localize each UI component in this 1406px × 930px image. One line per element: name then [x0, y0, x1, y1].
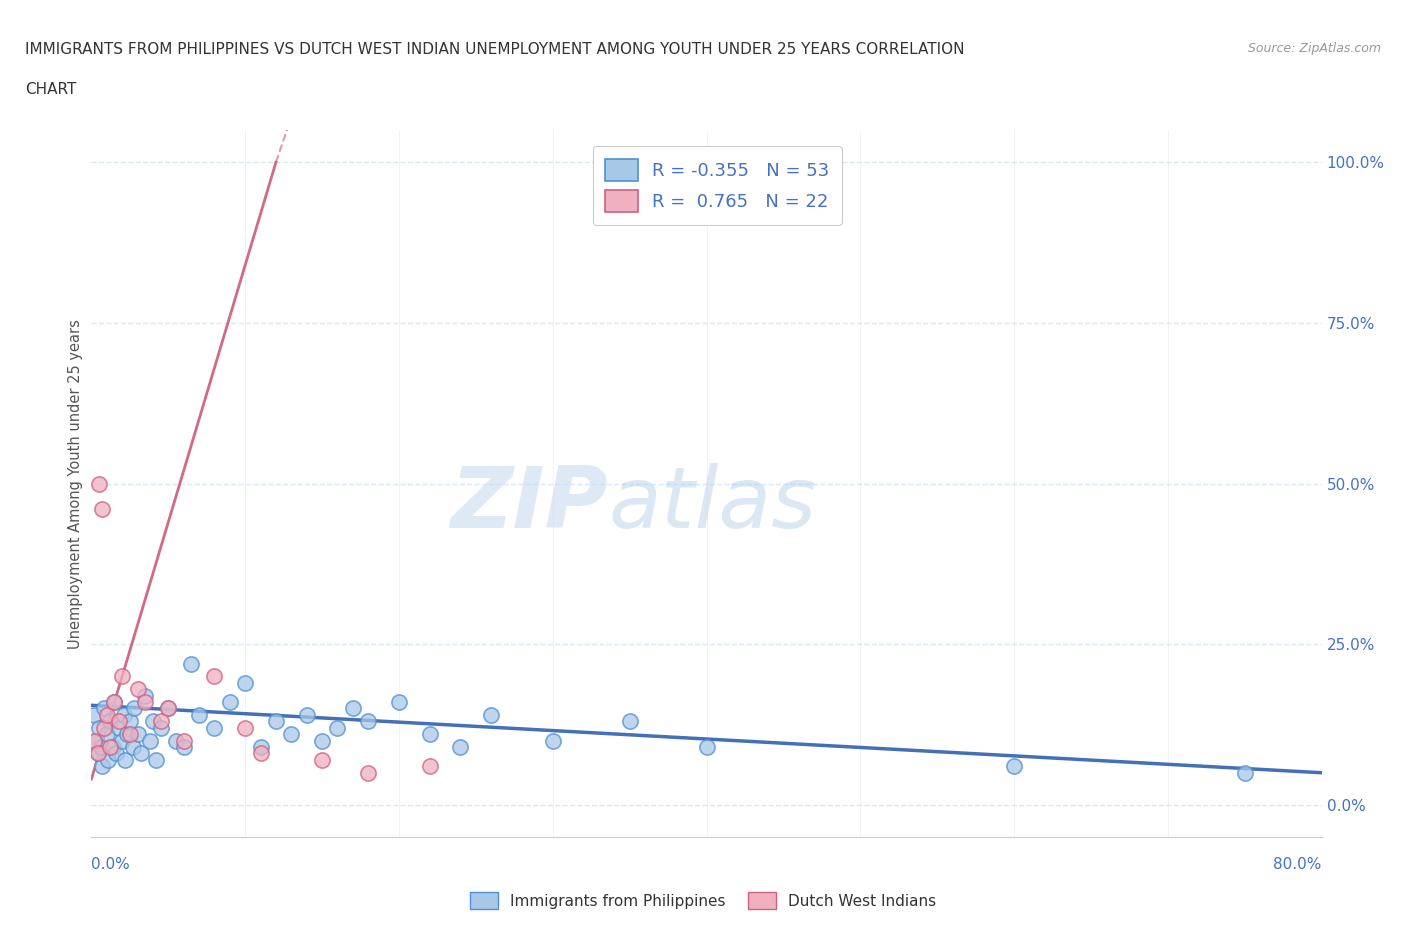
Legend: R = -0.355   N = 53, R =  0.765   N = 22: R = -0.355 N = 53, R = 0.765 N = 22: [592, 146, 842, 225]
Point: [86, 746, 108, 761]
Point: [142, 714, 165, 729]
Point: [357, 765, 380, 780]
Point: [149, 721, 172, 736]
Point: [90, 739, 112, 754]
Text: atlas: atlas: [607, 463, 815, 546]
Point: [87, 721, 110, 736]
Point: [98, 714, 121, 729]
Point: [105, 746, 127, 761]
Point: [388, 695, 411, 710]
Point: [93, 701, 115, 716]
Point: [1233, 765, 1256, 780]
Point: [112, 708, 135, 723]
Text: Source: ZipAtlas.com: Source: ZipAtlas.com: [1247, 42, 1381, 55]
Point: [101, 739, 124, 754]
Point: [108, 714, 131, 729]
Point: [118, 726, 141, 741]
Point: [149, 714, 172, 729]
Point: [91, 759, 114, 774]
Point: [202, 669, 225, 684]
Text: IMMIGRANTS FROM PHILIPPINES VS DUTCH WEST INDIAN UNEMPLOYMENT AMONG YOUTH UNDER : IMMIGRANTS FROM PHILIPPINES VS DUTCH WES…: [25, 42, 965, 57]
Point: [114, 752, 136, 767]
Point: [165, 733, 187, 748]
Point: [127, 726, 149, 741]
Point: [83, 733, 105, 748]
Point: [695, 739, 717, 754]
Point: [419, 759, 441, 774]
Text: ZIP: ZIP: [450, 463, 607, 546]
Point: [311, 752, 333, 767]
Point: [86, 746, 108, 761]
Point: [1002, 759, 1025, 774]
Point: [173, 739, 195, 754]
Point: [157, 701, 180, 716]
Point: [91, 502, 114, 517]
Point: [157, 701, 180, 716]
Text: 80.0%: 80.0%: [1274, 857, 1322, 871]
Point: [108, 721, 131, 736]
Point: [134, 695, 156, 710]
Point: [342, 701, 364, 716]
Point: [280, 726, 302, 741]
Point: [122, 739, 145, 754]
Point: [145, 752, 167, 767]
Point: [87, 476, 110, 491]
Point: [111, 669, 134, 684]
Point: [311, 733, 333, 748]
Point: [93, 721, 115, 736]
Point: [326, 721, 349, 736]
Point: [96, 726, 118, 741]
Point: [202, 721, 225, 736]
Point: [479, 708, 502, 723]
Point: [233, 675, 256, 690]
Legend: Immigrants from Philippines, Dutch West Indians: Immigrants from Philippines, Dutch West …: [464, 886, 942, 915]
Point: [139, 733, 162, 748]
Point: [118, 714, 141, 729]
Point: [84, 733, 107, 748]
Text: 0.0%: 0.0%: [91, 857, 131, 871]
Point: [357, 714, 380, 729]
Point: [295, 708, 318, 723]
Point: [173, 733, 195, 748]
Point: [419, 726, 441, 741]
Point: [83, 708, 105, 723]
Point: [233, 721, 256, 736]
Point: [103, 695, 125, 710]
Point: [249, 746, 271, 761]
Point: [249, 739, 271, 754]
Point: [188, 708, 211, 723]
Point: [218, 695, 240, 710]
Point: [264, 714, 287, 729]
Point: [98, 739, 121, 754]
Point: [129, 746, 152, 761]
Point: [449, 739, 471, 754]
Point: [619, 714, 641, 729]
Point: [97, 752, 120, 767]
Point: [541, 733, 564, 748]
Y-axis label: Unemployment Among Youth under 25 years: Unemployment Among Youth under 25 years: [67, 319, 83, 648]
Point: [111, 733, 134, 748]
Point: [134, 688, 156, 703]
Point: [124, 701, 146, 716]
Point: [127, 682, 149, 697]
Point: [96, 708, 118, 723]
Point: [115, 726, 138, 741]
Point: [180, 656, 202, 671]
Point: [103, 695, 125, 710]
Text: CHART: CHART: [25, 82, 77, 97]
